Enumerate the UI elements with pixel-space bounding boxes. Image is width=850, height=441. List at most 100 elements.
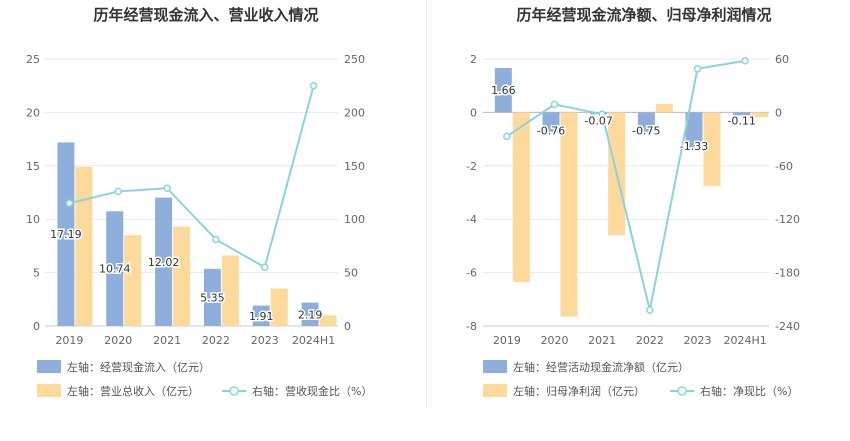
left-axis-tick: -8: [466, 320, 477, 333]
ratio-point: [741, 57, 749, 65]
right-axis-tick: -180: [775, 267, 800, 280]
ratio-point: [65, 199, 74, 207]
right-axis-tick: 200: [344, 106, 365, 119]
data-label: -0.76: [537, 125, 565, 138]
legend-label: 左轴：归母净利润（亿元）: [513, 384, 645, 398]
ratio-point: [693, 65, 702, 73]
x-axis-tick: 2022: [202, 334, 230, 347]
right-axis-tick: 50: [344, 267, 358, 280]
right-axis-tick: -60: [775, 160, 793, 173]
chart-panel-2: 历年经营现金流净额、归母净利润情况 -8 -6 -4 -2 0 2 -240 -180 -120 -…: [466, 6, 800, 398]
legend-swatch: [483, 360, 507, 373]
ratio-point: [309, 81, 318, 90]
bar-secondary: [124, 235, 142, 326]
legend-label: 左轴：经营现金流入（亿元）: [67, 360, 210, 374]
chart-panel-1: 历年经营现金流入、营业收入情况0510152025050100150200250…: [26, 6, 372, 398]
data-label: 17.19: [50, 228, 82, 241]
legend-swatch: [37, 384, 61, 397]
data-label: -0.11: [727, 114, 755, 127]
bar-primary: [252, 305, 270, 326]
bar-primary: [542, 112, 560, 133]
data-label: 1.91: [249, 310, 274, 323]
ratio-point: [646, 306, 654, 314]
bar-secondary: [751, 112, 769, 118]
bar-primary: [57, 142, 75, 326]
data-label: -0.07: [584, 114, 612, 127]
bar-primary: [685, 112, 703, 148]
data-label: 2.19: [298, 308, 323, 321]
data-label: -1.33: [680, 140, 708, 153]
x-axis-tick: 2023: [251, 334, 279, 347]
left-axis-tick: 15: [26, 160, 40, 173]
left-axis-tick: -6: [466, 267, 477, 280]
legend-label: 左轴：营业总收入（亿元）: [67, 384, 199, 398]
ratio-point: [261, 263, 269, 272]
ratio-line: [69, 85, 315, 269]
x-axis-tick: 2020: [541, 334, 569, 347]
x-axis-tick: 2021: [153, 334, 181, 347]
x-axis-tick: 2023: [684, 334, 712, 347]
right-axis-tick: 0: [775, 106, 782, 119]
bar-secondary: [512, 112, 530, 282]
ratio-point: [550, 100, 559, 109]
data-label: 12.02: [148, 256, 180, 269]
data-label: 5.35: [200, 291, 225, 304]
bar-secondary: [75, 166, 93, 326]
chart-title: 历年经营现金流入、营业收入情况: [93, 6, 318, 24]
left-axis-tick: 20: [26, 106, 40, 119]
bar-primary: [106, 211, 124, 326]
legend-label: 右轴：营收现金比（%）: [252, 384, 372, 398]
ratio-point: [163, 184, 171, 192]
right-axis-tick: -240: [775, 320, 800, 333]
right-axis-tick: 150: [344, 160, 365, 173]
legend-swatch-marker: [229, 386, 239, 396]
x-axis-tick: 2019: [55, 334, 83, 347]
right-axis-tick: 60: [775, 53, 789, 66]
data-label: 1.66: [491, 84, 515, 97]
bar-secondary: [270, 288, 288, 326]
left-axis-tick: 2: [470, 53, 477, 66]
chart-title: 历年经营现金流净额、归母净利润情况: [516, 6, 771, 24]
ratio-point: [598, 110, 606, 118]
data-label: 10.74: [99, 263, 131, 276]
bar-secondary: [655, 103, 673, 113]
left-axis-tick: 10: [26, 213, 40, 226]
left-axis-tick: 25: [26, 53, 40, 66]
bar-primary: [637, 112, 655, 133]
left-axis-tick: 0: [33, 320, 40, 333]
ratio-point: [503, 132, 511, 141]
bar-primary: [155, 197, 173, 326]
legend-swatch: [37, 360, 61, 373]
x-axis-tick: 2024H1: [292, 334, 335, 347]
ratio-point: [212, 235, 220, 244]
x-axis-tick: 2020: [104, 334, 132, 347]
legend-swatch-marker: [677, 386, 687, 396]
bar-primary: [203, 268, 221, 326]
legend-swatch: [483, 384, 507, 397]
ratio-line: [506, 59, 746, 311]
bar-primary: [733, 112, 751, 116]
right-axis-tick: 250: [344, 53, 365, 66]
x-axis-tick: 2019: [493, 334, 521, 347]
bar-primary: [494, 68, 512, 113]
left-axis-tick: -4: [466, 213, 477, 226]
panel-divider: [426, 0, 427, 410]
right-axis-tick: 100: [344, 213, 365, 226]
x-axis-tick: 2021: [588, 334, 616, 347]
bar-secondary: [319, 315, 337, 326]
right-axis-tick: -120: [775, 213, 800, 226]
legend-label: 左轴：经营活动现金流净额（亿元）: [513, 360, 689, 374]
bar-secondary: [560, 112, 578, 317]
bar-secondary: [703, 112, 721, 186]
ratio-point: [114, 187, 122, 196]
x-axis-tick: 2024H1: [724, 334, 767, 347]
left-axis-tick: -2: [466, 160, 477, 173]
bar-secondary: [221, 255, 239, 326]
legend-label: 右轴：净现比（%）: [700, 384, 798, 398]
x-axis-tick: 2022: [636, 334, 664, 347]
right-axis-tick: 0: [344, 320, 351, 333]
left-axis-tick: 0: [470, 106, 477, 119]
bar-primary: [301, 302, 319, 326]
